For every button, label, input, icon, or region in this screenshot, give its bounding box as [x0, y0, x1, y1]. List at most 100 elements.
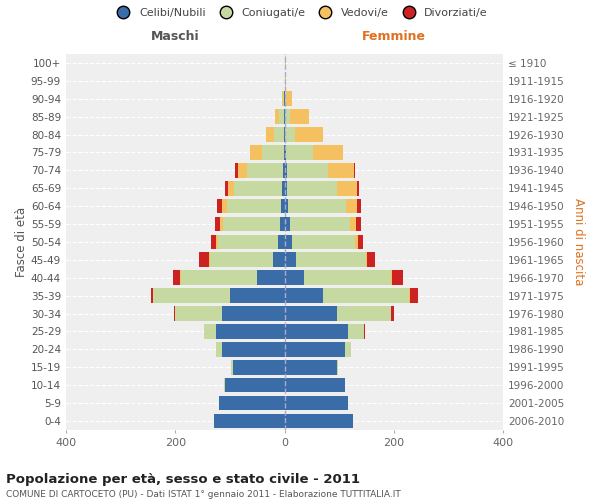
Bar: [313, 145, 343, 160]
Bar: [337, 306, 391, 321]
Bar: [284, 181, 287, 196]
Bar: [295, 127, 323, 142]
Bar: [292, 234, 355, 250]
Bar: [350, 216, 356, 232]
Bar: [358, 181, 359, 196]
Bar: [281, 199, 284, 214]
Bar: [284, 414, 353, 428]
Bar: [266, 127, 274, 142]
Bar: [284, 342, 345, 356]
Bar: [354, 163, 355, 178]
Bar: [217, 199, 223, 214]
Bar: [284, 360, 337, 374]
Bar: [275, 110, 279, 124]
Bar: [391, 270, 392, 285]
Bar: [284, 288, 323, 303]
Bar: [235, 181, 283, 196]
Bar: [284, 163, 287, 178]
Bar: [272, 252, 284, 267]
Bar: [181, 270, 257, 285]
Bar: [347, 324, 364, 339]
Bar: [223, 216, 280, 232]
Bar: [247, 163, 283, 178]
Bar: [220, 216, 223, 232]
Bar: [284, 306, 337, 321]
Bar: [328, 163, 354, 178]
Y-axis label: Fasce di età: Fasce di età: [15, 207, 28, 277]
Bar: [173, 270, 180, 285]
Bar: [284, 216, 290, 232]
Bar: [356, 216, 361, 232]
Bar: [225, 181, 228, 196]
Legend: Celibi/Nubili, Coniugati/e, Vedovi/e, Divorziati/e: Celibi/Nubili, Coniugati/e, Vedovi/e, Di…: [108, 3, 492, 22]
Bar: [358, 234, 364, 250]
Bar: [284, 396, 347, 410]
Bar: [175, 306, 222, 321]
Bar: [216, 234, 218, 250]
Bar: [285, 92, 286, 106]
Bar: [367, 252, 375, 267]
Bar: [287, 181, 337, 196]
Bar: [289, 199, 346, 214]
Bar: [365, 252, 367, 267]
Bar: [284, 56, 286, 70]
Bar: [216, 342, 222, 356]
Bar: [284, 324, 347, 339]
Bar: [238, 163, 247, 178]
Text: Maschi: Maschi: [151, 30, 200, 44]
Bar: [357, 199, 361, 214]
Bar: [284, 74, 286, 88]
Bar: [231, 360, 233, 374]
Bar: [286, 145, 313, 160]
Bar: [204, 324, 216, 339]
Bar: [284, 270, 304, 285]
Bar: [355, 234, 358, 250]
Bar: [284, 378, 345, 392]
Bar: [304, 270, 391, 285]
Bar: [285, 110, 290, 124]
Bar: [209, 252, 210, 267]
Bar: [222, 342, 284, 356]
Bar: [228, 181, 235, 196]
Bar: [284, 252, 296, 267]
Bar: [199, 252, 209, 267]
Bar: [210, 252, 272, 267]
Bar: [345, 342, 352, 356]
Bar: [283, 163, 284, 178]
Bar: [230, 288, 284, 303]
Bar: [216, 324, 284, 339]
Bar: [346, 199, 357, 214]
Bar: [278, 234, 284, 250]
Bar: [222, 306, 284, 321]
Bar: [174, 306, 175, 321]
Bar: [211, 234, 216, 250]
Bar: [284, 145, 286, 160]
Bar: [154, 288, 230, 303]
Y-axis label: Anni di nascita: Anni di nascita: [572, 198, 585, 286]
Bar: [284, 199, 289, 214]
Bar: [257, 270, 284, 285]
Bar: [323, 288, 409, 303]
Bar: [287, 163, 328, 178]
Bar: [285, 127, 295, 142]
Bar: [284, 234, 292, 250]
Bar: [215, 216, 220, 232]
Bar: [286, 92, 292, 106]
Text: COMUNE DI CARTOCETO (PU) - Dati ISTAT 1° gennaio 2011 - Elaborazione TUTTITALIA.: COMUNE DI CARTOCETO (PU) - Dati ISTAT 1°…: [6, 490, 401, 499]
Bar: [392, 270, 403, 285]
Bar: [279, 110, 284, 124]
Bar: [283, 92, 284, 106]
Bar: [218, 234, 278, 250]
Bar: [296, 252, 365, 267]
Bar: [235, 163, 238, 178]
Bar: [337, 181, 358, 196]
Bar: [280, 216, 284, 232]
Bar: [250, 145, 262, 160]
Bar: [233, 360, 284, 374]
Bar: [151, 288, 154, 303]
Bar: [219, 396, 284, 410]
Text: Femmine: Femmine: [362, 30, 426, 44]
Bar: [227, 199, 281, 214]
Bar: [262, 145, 284, 160]
Bar: [337, 360, 338, 374]
